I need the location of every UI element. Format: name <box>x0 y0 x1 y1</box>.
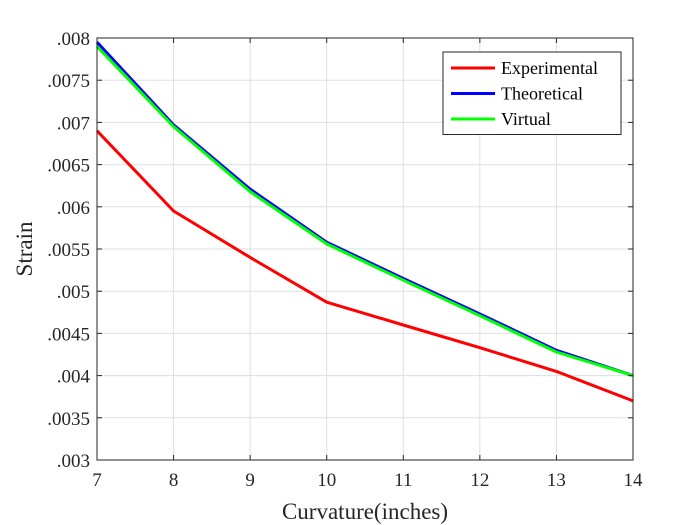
x-axis-ticks: 7 8 9 10 11 12 13 14 <box>92 38 643 491</box>
x-tick-label: 8 <box>169 470 179 491</box>
y-tick-label: .0065 <box>47 156 90 177</box>
x-axis-title: Curvature(inches) <box>282 499 448 524</box>
y-tick-label: .006 <box>57 198 90 219</box>
legend-label-virtual: Virtual <box>501 109 551 129</box>
y-tick-label: .0075 <box>47 71 90 92</box>
series-line-virtual <box>95 45 634 378</box>
y-tick-label: .0045 <box>47 324 90 345</box>
legend-label-experimental: Experimental <box>501 58 598 78</box>
legend: Experimental Theoretical Virtual <box>442 51 622 135</box>
x-tick-label: 12 <box>470 470 489 491</box>
y-tick-label: .0035 <box>47 409 90 430</box>
y-tick-label: .008 <box>57 29 90 50</box>
y-tick-label: .005 <box>57 282 90 303</box>
x-tick-label: 11 <box>394 470 412 491</box>
series-lines <box>95 41 634 403</box>
y-axis-ticks: .003 .0035 .004 .0045 .005 .0055 .006 .0065 .007… <box>47 29 633 472</box>
y-tick-label: .003 <box>57 451 90 472</box>
y-tick-label: .004 <box>57 367 91 388</box>
x-tick-label: 14 <box>624 470 644 491</box>
y-axis-title: Strain <box>12 221 37 276</box>
x-tick-label: 13 <box>547 470 566 491</box>
x-tick-label: 10 <box>317 470 336 491</box>
legend-label-theoretical: Theoretical <box>501 84 583 104</box>
x-tick-label: 7 <box>92 470 102 491</box>
x-tick-label: 9 <box>245 470 255 491</box>
y-tick-label: .0055 <box>47 240 90 261</box>
series-line-experimental <box>95 129 634 403</box>
y-tick-label: .007 <box>57 113 90 134</box>
